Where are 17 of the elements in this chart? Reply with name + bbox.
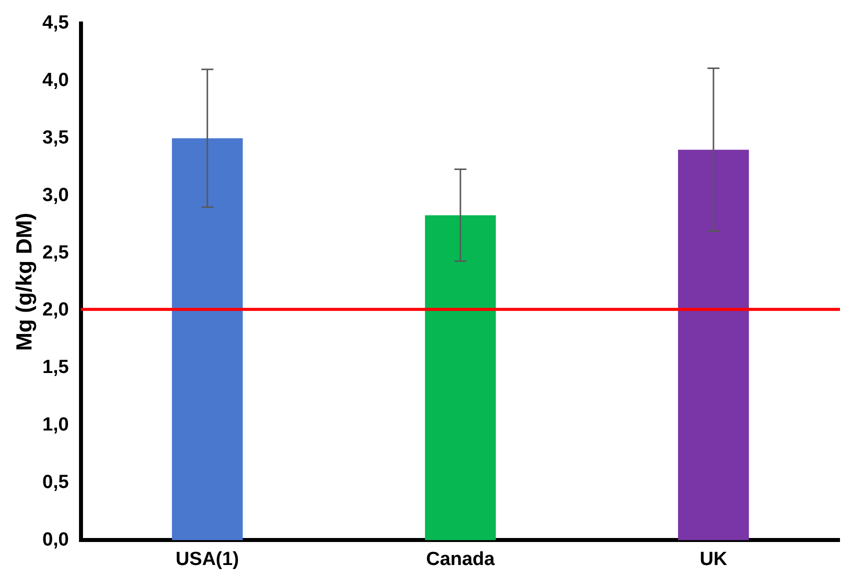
y-axis-title: Mg (g/kg DM): [11, 212, 36, 351]
y-tick-label: 2,5: [42, 242, 70, 264]
x-tick-label: Canada: [426, 548, 496, 570]
bar: [424, 215, 496, 540]
y-tick-label: 3,0: [42, 184, 69, 206]
y-tick-label: 3,5: [42, 127, 70, 148]
bar: [172, 138, 243, 540]
x-tick-label: USA(1): [176, 548, 240, 570]
y-tick-label: 2,0: [42, 300, 69, 321]
x-tick-label: UK: [700, 548, 728, 570]
y-tick-label: 0,5: [42, 472, 70, 494]
y-tick-label: 4,5: [42, 12, 70, 34]
y-tick-label: 1,0: [42, 414, 69, 436]
y-tick-label: 1,5: [42, 357, 70, 378]
y-tick-label: 0,0: [42, 529, 69, 550]
y-tick-label: 4,0: [42, 70, 69, 92]
bar: [678, 150, 749, 540]
